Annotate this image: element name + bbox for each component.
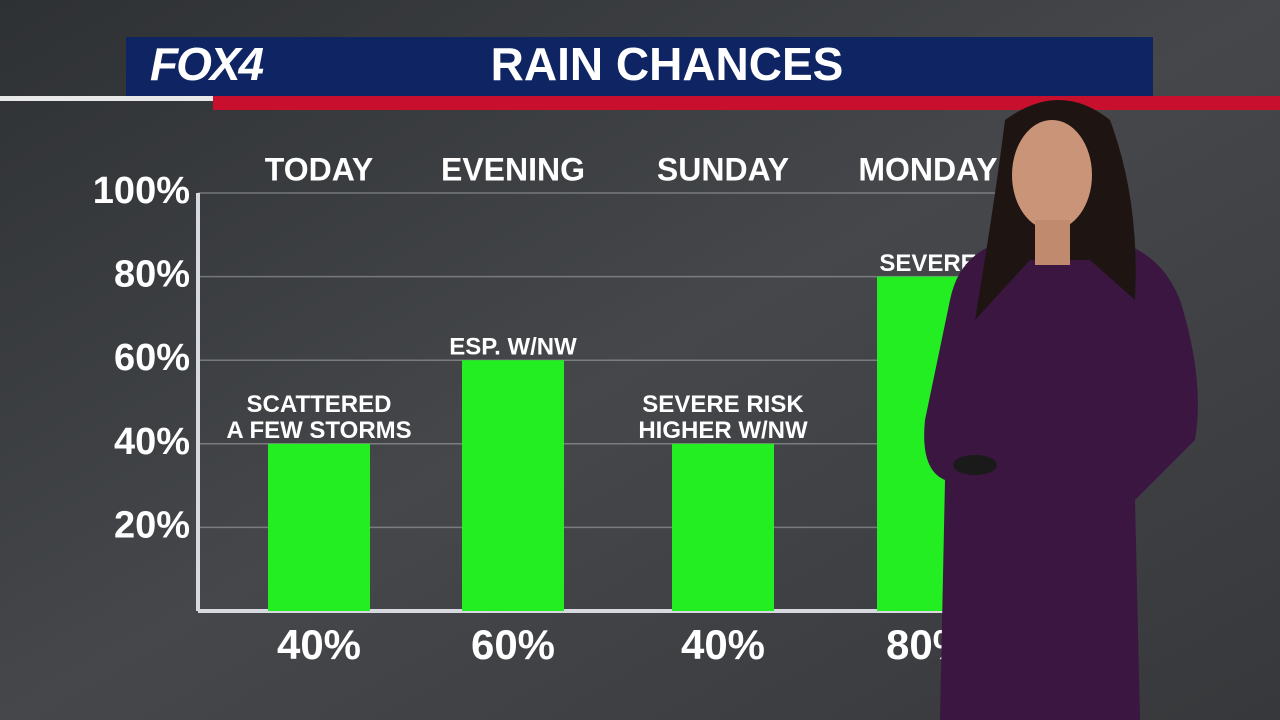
presenter-face [1012,120,1092,230]
y-tick-label: 100% [93,170,190,212]
presenter-neck [1035,220,1070,265]
x-tick-label: TODAY [265,151,373,187]
x-tick-label: SUNDAY [657,151,789,187]
x-tick-label: EVENING [441,151,585,187]
x-tick-label: MONDAY [858,151,997,187]
value-label: 40% [277,621,361,668]
header-stripe [0,96,214,101]
y-tick-label: 20% [114,504,190,546]
annotation: SCATTERED [247,391,392,418]
chart-title: RAIN CHANCES [491,38,844,90]
bar [672,443,774,611]
y-tick-label: 80% [114,254,190,296]
bar [462,360,564,611]
value-label: 40% [681,621,765,668]
header-bar [126,37,1153,96]
logo: FOX4 [150,38,264,90]
annotation: HIGHER W/NW [638,417,808,444]
header-red-bar [213,96,1280,110]
annotation: SEVERE RISK [642,391,804,418]
y-tick-label: 60% [114,337,190,379]
presenter-body [924,240,1198,720]
value-label: 60% [471,621,555,668]
annotation: ESP. W/NW [449,334,577,361]
y-tick-label: 40% [114,421,190,463]
presenter [924,100,1198,720]
clicker [953,455,997,475]
bar [268,443,370,611]
annotation: A FEW STORMS [226,417,411,444]
